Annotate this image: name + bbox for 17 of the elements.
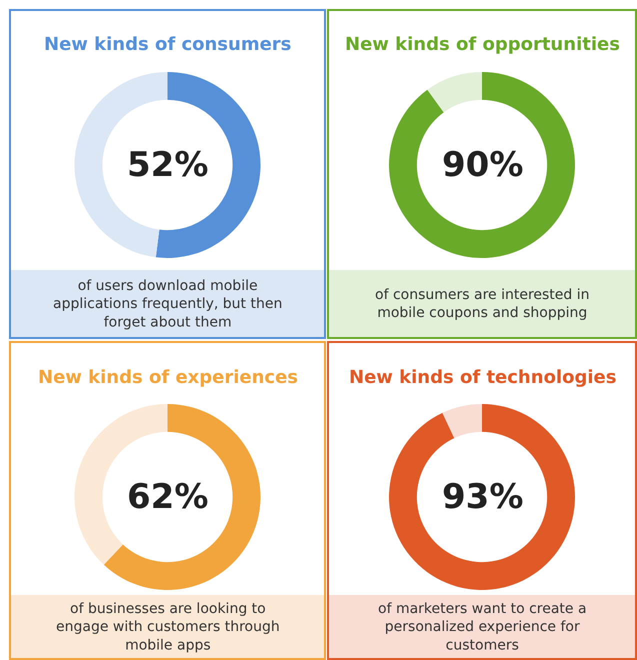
text: 93% [442, 477, 524, 517]
text: of businesses are looking to engage with customers through mobile apps [56, 601, 280, 654]
donut-slice [389, 72, 575, 258]
text: of marketers want to create a personalized experience for customers [378, 601, 587, 654]
text: of consumers are interested in mobile coupons and shopping [375, 287, 590, 322]
chart-title: New kinds of technologies [349, 367, 616, 388]
text: of users download mobile applications frequently, but then forget about them [53, 278, 282, 330]
text: 62% [127, 477, 208, 517]
chart-title: New kinds of consumers [44, 34, 292, 55]
donut-slice [389, 404, 575, 590]
donut-slice [442, 404, 482, 438]
chart-title: New kinds of opportunities [345, 34, 620, 55]
donut-slice [427, 72, 482, 112]
text: 52% [127, 145, 208, 185]
donut-slice [104, 404, 260, 590]
chart-title: New kinds of experiences [38, 367, 298, 388]
text: 90% [442, 145, 524, 185]
